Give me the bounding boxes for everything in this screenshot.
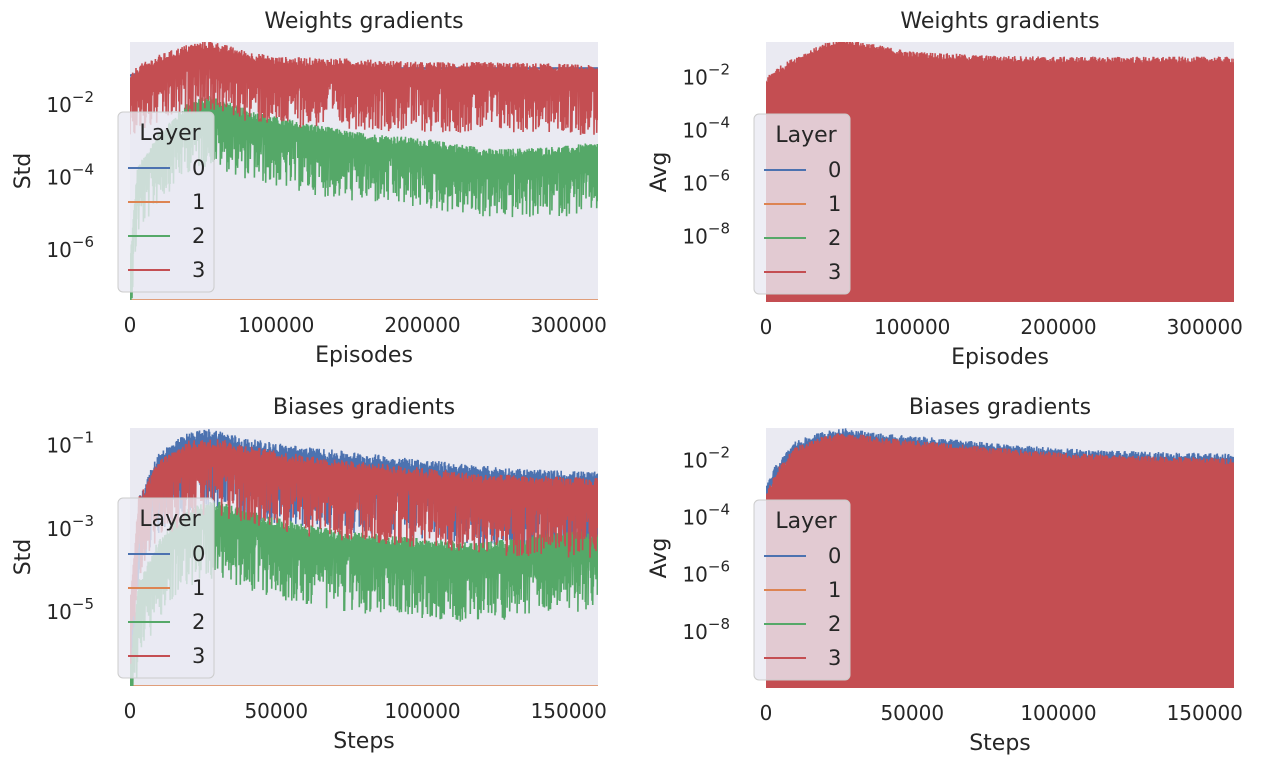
series-line-3 (130, 42, 598, 135)
legend-title: Layer (139, 507, 201, 532)
x-tick-label: 0 (124, 313, 137, 337)
y-axis-label: Avg (647, 538, 672, 579)
legend: Layer 0 1 2 3 (117, 111, 215, 293)
legend: Layer 0 1 2 3 (117, 497, 215, 679)
y-tick-label: 10−4 (682, 501, 730, 530)
x-tick-label: 0 (760, 315, 773, 339)
x-tick-label: 100000 (1020, 701, 1096, 725)
legend-entry-label: 3 (192, 644, 205, 668)
series-line-3 (130, 439, 598, 664)
legend-entry-label: 2 (192, 610, 205, 634)
legend-entry-label: 1 (192, 576, 205, 600)
legend-entry-label: 3 (828, 260, 841, 284)
x-axis-label: Episodes (315, 343, 413, 368)
legend-entry-label: 3 (828, 646, 841, 670)
y-tick-label: 10−6 (682, 167, 730, 196)
legend-entry-label: 0 (192, 542, 205, 566)
x-tick-label: 0 (760, 701, 773, 725)
y-tick-label: 10−4 (682, 114, 730, 143)
legend-entry-label: 2 (192, 224, 205, 248)
x-tick-label: 50000 (880, 701, 944, 725)
x-tick-label: 100000 (238, 313, 314, 337)
subplot-3: Biases gradients Steps Avg 0 50000 100000 1500… (647, 395, 1243, 756)
x-tick-label: 300000 (531, 313, 607, 337)
chart-title: Weights gradients (264, 9, 463, 34)
y-tick-label: 10−8 (682, 220, 730, 249)
x-axis-label: Steps (333, 729, 395, 754)
x-tick-label: 300000 (1167, 315, 1243, 339)
y-tick-label: 10−2 (46, 88, 94, 117)
x-tick-label: 150000 (531, 699, 607, 723)
chart-title: Weights gradients (900, 9, 1099, 34)
y-tick-label: 10−5 (46, 595, 94, 624)
y-axis-label: Std (11, 539, 36, 576)
x-tick-label: 100000 (874, 315, 950, 339)
legend: Layer 0 1 2 3 (753, 113, 851, 295)
x-tick-label: 100000 (384, 699, 460, 723)
chart-title: Biases gradients (273, 395, 455, 420)
y-tick-label: 10−3 (46, 512, 94, 541)
legend-entry-label: 1 (828, 192, 841, 216)
legend-title: Layer (139, 121, 201, 146)
y-tick-label: 10−6 (46, 233, 94, 262)
x-tick-label: 200000 (1020, 315, 1096, 339)
y-tick-label: 10−8 (682, 615, 730, 644)
legend-title: Layer (775, 123, 837, 148)
x-tick-label: 50000 (244, 699, 308, 723)
y-axis-label: Std (11, 153, 36, 190)
legend-entry-label: 1 (192, 190, 205, 214)
legend-title: Layer (775, 509, 837, 534)
subplot-1: Weights gradients Episodes Avg 0 100000 20000… (647, 9, 1243, 370)
chart-title: Biases gradients (909, 395, 1091, 420)
x-axis-label: Steps (969, 731, 1031, 756)
y-tick-label: 10−1 (46, 429, 94, 458)
legend-entry-label: 0 (828, 544, 841, 568)
subplot-0: Weights gradients Episodes Std 0 100000 20000… (11, 9, 607, 368)
legend-entry-label: 2 (828, 612, 841, 636)
x-tick-label: 200000 (384, 313, 460, 337)
y-tick-label: 10−6 (682, 558, 730, 587)
x-tick-label: 0 (124, 699, 137, 723)
legend-entry-label: 0 (828, 158, 841, 182)
y-axis-label: Avg (647, 152, 672, 193)
y-tick-label: 10−2 (682, 60, 730, 89)
legend-entry-label: 1 (828, 578, 841, 602)
legend-entry-label: 3 (192, 258, 205, 282)
x-axis-label: Episodes (951, 345, 1049, 370)
x-tick-label: 150000 (1167, 701, 1243, 725)
y-tick-label: 10−4 (46, 160, 94, 189)
legend: Layer 0 1 2 3 (753, 499, 851, 681)
legend-entry-label: 0 (192, 156, 205, 180)
y-tick-label: 10−2 (682, 443, 730, 472)
subplot-2: Biases gradients Steps Std 0 50000 100000 1500… (11, 395, 607, 754)
legend-entry-label: 2 (828, 226, 841, 250)
